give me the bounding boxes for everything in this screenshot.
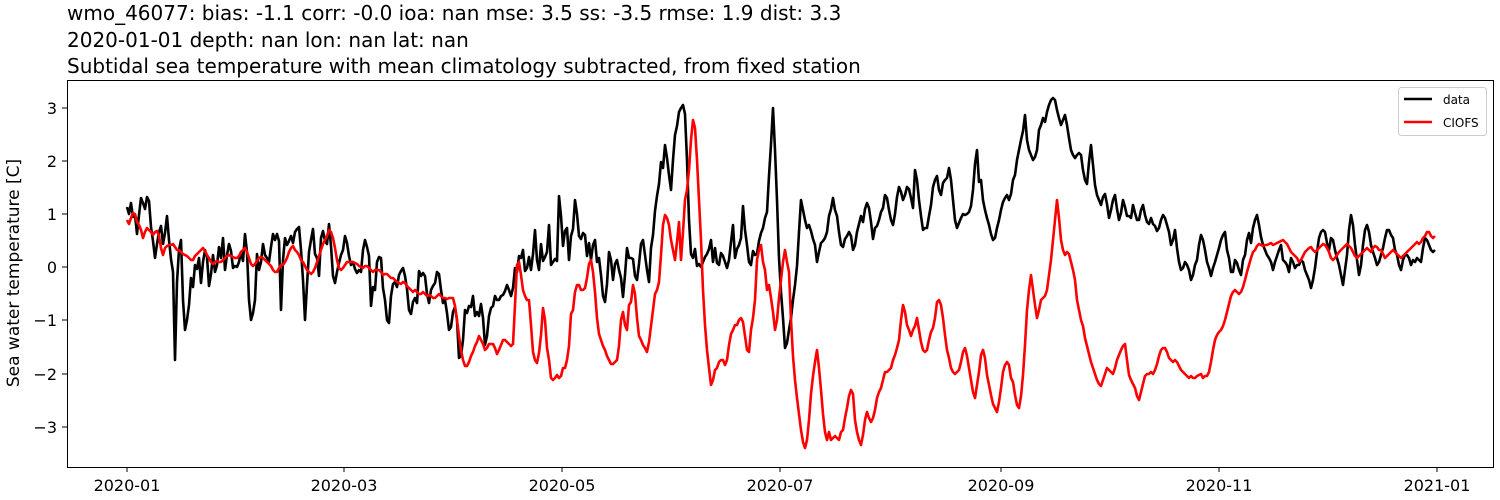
x-tick-label: 2020-01 xyxy=(94,476,161,495)
legend-label-data: data xyxy=(1443,93,1470,107)
y-tick-label: 3 xyxy=(47,99,57,118)
x-tick-label: 2020-03 xyxy=(311,476,378,495)
ciofs-series-line xyxy=(125,118,1436,450)
x-axis: 2020-01 2020-03 2020-05 2020-07 2020-09 … xyxy=(94,467,1471,495)
y-tick-label: −3 xyxy=(33,418,57,437)
chart-title-location: 2020-01-01 depth: nan lon: nan lat: nan xyxy=(67,28,469,52)
y-axis: 3 2 1 0 −1 −2 −3 xyxy=(33,99,67,437)
y-tick-label: −2 xyxy=(33,365,57,384)
y-tick-label: −1 xyxy=(33,311,57,330)
y-tick-label: 1 xyxy=(47,205,57,224)
y-tick-label: 0 xyxy=(47,258,57,277)
legend-label-ciofs: CIOFS xyxy=(1443,116,1479,130)
x-tick-label: 2020-11 xyxy=(1186,476,1253,495)
chart-title-description: Subtidal sea temperature with mean clima… xyxy=(67,54,861,78)
x-tick-label: 2020-09 xyxy=(968,476,1035,495)
y-tick-label: 2 xyxy=(47,152,57,171)
legend: data CIOFS xyxy=(1398,87,1487,136)
plot-frame xyxy=(67,80,1494,468)
y-axis-label: Sea water temperature [C] xyxy=(4,159,24,387)
data-series-line xyxy=(125,96,1436,362)
chart-title-stats: wmo_46077: bias: -1.1 corr: -0.0 ioa: na… xyxy=(67,1,842,25)
x-tick-label: 2020-07 xyxy=(747,476,814,495)
x-tick-label: 2021-01 xyxy=(1404,476,1471,495)
x-tick-label: 2020-05 xyxy=(529,476,596,495)
